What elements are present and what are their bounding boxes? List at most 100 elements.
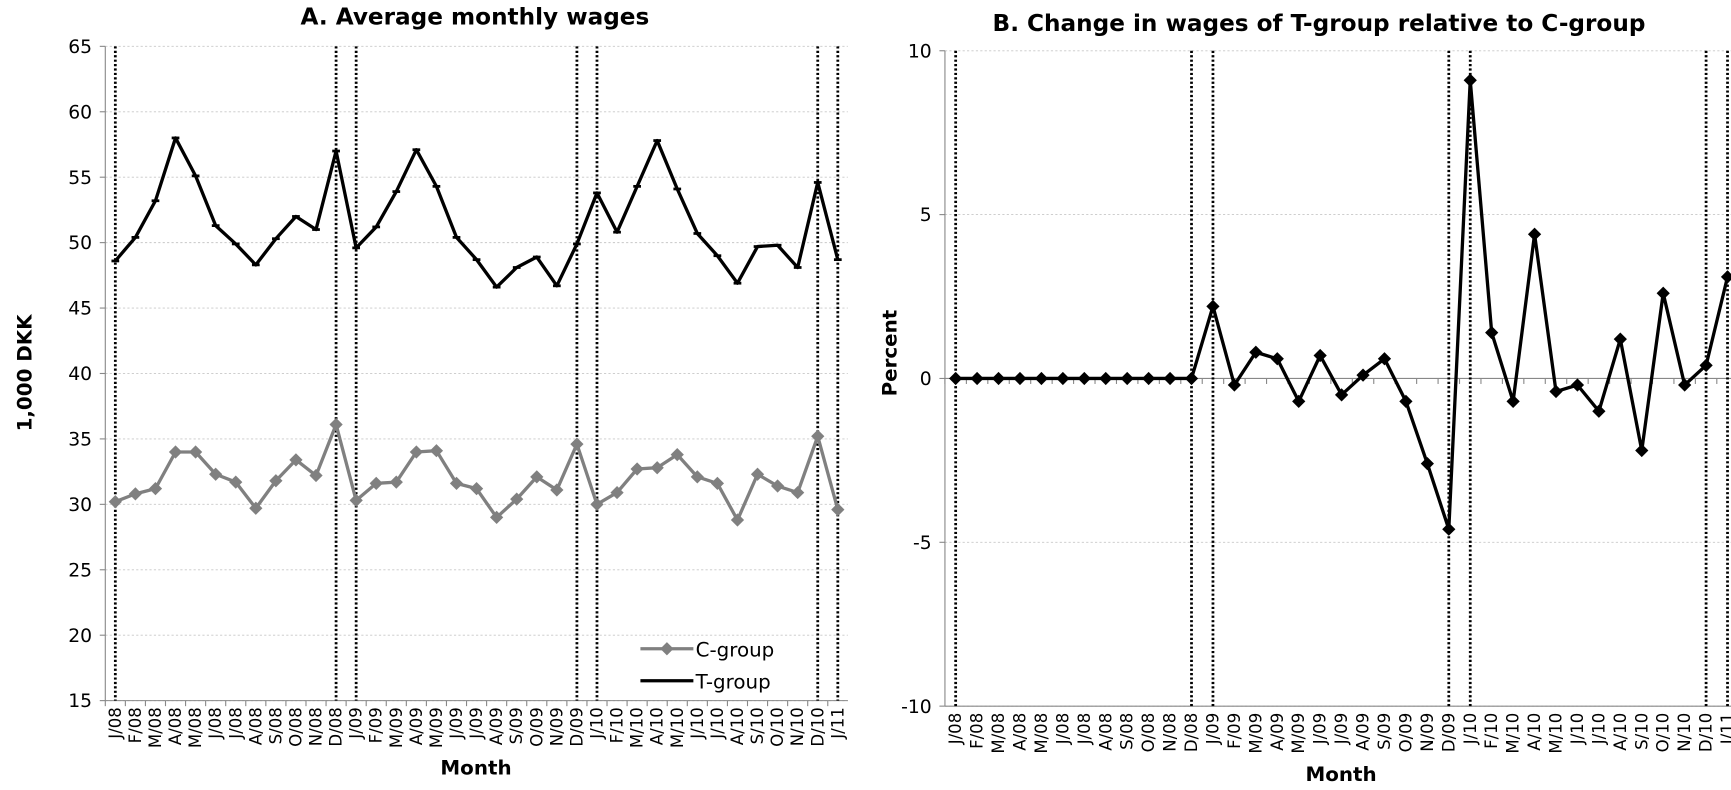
marker bbox=[1142, 371, 1156, 386]
x-tick-label: D/08 bbox=[327, 707, 346, 746]
x-tick-label: A/10 bbox=[648, 707, 667, 745]
marker bbox=[630, 462, 644, 476]
x-tick-label: A/09 bbox=[1268, 713, 1287, 751]
marker bbox=[209, 467, 223, 481]
x-tick-label: F/10 bbox=[608, 707, 627, 743]
x-tick-label: N/08 bbox=[1161, 713, 1180, 752]
marker bbox=[550, 483, 564, 497]
x-tick-label: J/10 bbox=[1589, 713, 1608, 746]
marker bbox=[1034, 371, 1049, 386]
chart-title: B. Change in wages of T-group relative t… bbox=[993, 10, 1646, 37]
marker bbox=[1399, 394, 1413, 409]
marker bbox=[1485, 325, 1499, 340]
marker bbox=[309, 468, 323, 483]
marker bbox=[1184, 371, 1199, 386]
x-tick-label: F/09 bbox=[1225, 713, 1244, 749]
marker bbox=[1442, 522, 1456, 536]
marker bbox=[791, 485, 805, 500]
x-tick-label: D/09 bbox=[1439, 713, 1458, 752]
x-tick-label: A/10 bbox=[728, 707, 747, 745]
marker bbox=[1099, 371, 1113, 386]
x-tick-label: M/08 bbox=[1032, 713, 1051, 754]
x-tick-label: D/10 bbox=[1697, 713, 1716, 752]
x-tick-label: A/08 bbox=[246, 707, 265, 745]
y-tick-label: 40 bbox=[68, 364, 92, 385]
x-tick-label: M/08 bbox=[146, 707, 165, 748]
marker bbox=[1056, 371, 1070, 386]
marker bbox=[429, 444, 444, 458]
x-tick-label: J/10 bbox=[1568, 713, 1587, 746]
marker bbox=[1013, 371, 1027, 386]
x-tick-label: O/09 bbox=[527, 707, 546, 747]
x-tick-label: J/09 bbox=[1332, 713, 1351, 746]
y-tick-label: -5 bbox=[913, 533, 932, 554]
x-tick-label: S/09 bbox=[507, 707, 526, 744]
x-tick-label: D/10 bbox=[808, 707, 827, 746]
x-tick-label: J/08 bbox=[946, 713, 965, 746]
x-tick-label: J/10 bbox=[688, 707, 707, 740]
x-tick-label: A/08 bbox=[1011, 713, 1030, 751]
y-tick-label: 10 bbox=[908, 41, 932, 62]
y-tick-label: 45 bbox=[68, 299, 92, 320]
x-tick-label: J/11 bbox=[1718, 713, 1731, 746]
x-tick-label: M/09 bbox=[427, 707, 446, 748]
marker bbox=[108, 495, 122, 509]
marker bbox=[1463, 73, 1477, 87]
marker bbox=[610, 485, 624, 500]
marker bbox=[1699, 358, 1713, 372]
marker bbox=[1678, 378, 1692, 392]
marker bbox=[1570, 378, 1585, 392]
marker bbox=[991, 371, 1006, 386]
marker bbox=[409, 445, 423, 459]
x-tick-label: O/08 bbox=[1139, 713, 1158, 753]
x-tick-label: S/10 bbox=[748, 707, 767, 744]
x-tick-label: A/09 bbox=[487, 707, 506, 745]
marker bbox=[229, 475, 243, 489]
marker bbox=[1720, 270, 1731, 284]
marker bbox=[1377, 352, 1392, 366]
x-tick-label: N/09 bbox=[547, 707, 566, 746]
y-axis-title: Percent bbox=[878, 309, 901, 396]
marker bbox=[188, 445, 203, 459]
x-tick-label: O/10 bbox=[1654, 713, 1673, 753]
marker bbox=[269, 474, 283, 488]
marker bbox=[1592, 404, 1606, 418]
x-axis-title: Month bbox=[440, 757, 511, 780]
x-tick-label: F/09 bbox=[367, 707, 386, 743]
marker bbox=[389, 475, 403, 489]
legend-marker bbox=[660, 642, 674, 656]
chart-title: A. Average monthly wages bbox=[301, 3, 650, 30]
x-tick-label: J/09 bbox=[1203, 713, 1222, 746]
x-tick-label: O/09 bbox=[1396, 713, 1415, 753]
marker bbox=[148, 482, 163, 496]
x-tick-label: J/10 bbox=[708, 707, 727, 740]
y-tick-label: 35 bbox=[68, 430, 92, 451]
x-tick-label: F/08 bbox=[126, 707, 145, 743]
x-tick-label: D/09 bbox=[567, 707, 586, 746]
marker bbox=[1270, 352, 1284, 366]
x-tick-label: J/08 bbox=[1053, 713, 1072, 746]
marker bbox=[1227, 378, 1242, 392]
x-tick-label: J/08 bbox=[1075, 713, 1094, 746]
x-tick-label: S/08 bbox=[1118, 713, 1137, 750]
marker bbox=[168, 445, 183, 459]
x-tick-label: J/09 bbox=[347, 707, 366, 740]
marker bbox=[1356, 368, 1370, 382]
x-tick-label: A/08 bbox=[1096, 713, 1115, 751]
x-tick-label: F/08 bbox=[968, 713, 987, 749]
y-tick-label: 65 bbox=[68, 37, 92, 58]
x-tick-label: S/09 bbox=[1375, 713, 1394, 750]
x-tick-label: M/10 bbox=[1547, 713, 1566, 754]
marker bbox=[750, 467, 765, 481]
x-tick-label: A/10 bbox=[1525, 713, 1544, 751]
marker bbox=[1163, 371, 1177, 386]
x-tick-label: M/10 bbox=[628, 707, 647, 748]
marker bbox=[490, 510, 504, 525]
marker bbox=[650, 461, 664, 475]
marker bbox=[128, 487, 143, 501]
x-tick-label: A/08 bbox=[166, 707, 185, 745]
x-tick-label: J/08 bbox=[106, 707, 125, 740]
marker bbox=[369, 476, 383, 491]
marker bbox=[1206, 299, 1220, 313]
x-tick-label: M/10 bbox=[668, 707, 687, 748]
